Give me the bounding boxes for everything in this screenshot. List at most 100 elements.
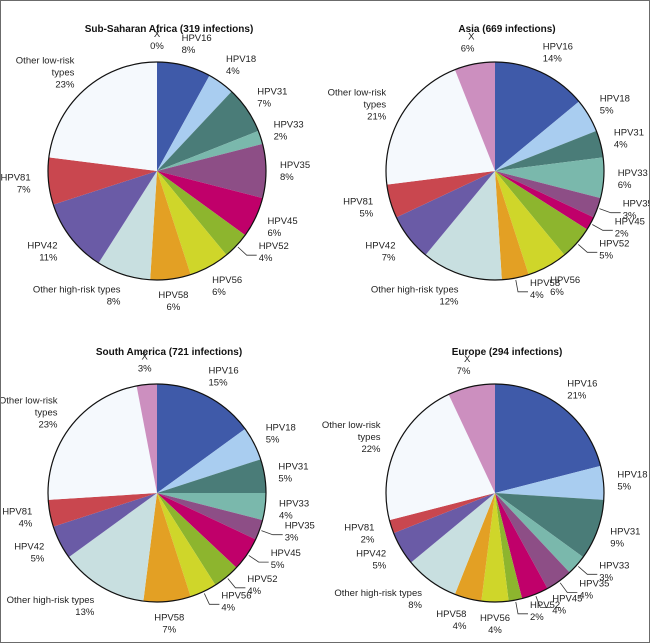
- label-hpv16: HPV16 14%: [543, 42, 573, 65]
- slice-hpv33[interactable]: [157, 493, 266, 521]
- label-name: types: [363, 99, 386, 110]
- slice-hpv81[interactable]: [47, 157, 157, 205]
- slice-hpv52[interactable]: [157, 493, 237, 586]
- slice-hpv58[interactable]: [454, 493, 495, 602]
- label-percent: 8%: [280, 172, 294, 183]
- slice-hpv18[interactable]: [495, 465, 604, 500]
- label-name: HPV31: [278, 462, 308, 473]
- slice-hpv52[interactable]: [157, 171, 246, 255]
- slice-hpv16[interactable]: [495, 62, 579, 171]
- label-hpv18: HPV18 4%: [226, 54, 256, 77]
- label-name: HPV45: [615, 216, 645, 227]
- slice-hpv52[interactable]: [495, 493, 523, 602]
- slice-hpv35[interactable]: [157, 493, 263, 540]
- label-hpv52: HPV52 4%: [259, 241, 289, 264]
- label-percent: 5%: [600, 105, 614, 116]
- slice-hpv18[interactable]: [157, 75, 232, 171]
- slice-hpv33[interactable]: [495, 493, 584, 573]
- slice-other-low-risk-types[interactable]: [48, 385, 157, 500]
- slice-hpv18[interactable]: [157, 428, 261, 493]
- slice-hpv56[interactable]: [495, 171, 565, 275]
- label-hpv16: HPV16 8%: [182, 33, 212, 56]
- label-hpv16: HPV16 15%: [209, 365, 239, 388]
- leader-line: [203, 593, 220, 605]
- label-name: HPV52: [530, 600, 560, 611]
- label-name: Other high-risk types: [7, 595, 95, 606]
- slice-hpv58[interactable]: [495, 171, 529, 280]
- slice-x[interactable]: [136, 384, 157, 493]
- label-percent: 7%: [457, 366, 471, 377]
- label-name: X: [464, 354, 471, 365]
- label-hpv42: HPV42 5%: [14, 542, 45, 565]
- slice-hpv16[interactable]: [157, 384, 246, 493]
- label-hpv56: HPV56 6%: [212, 275, 242, 298]
- slice-hpv16[interactable]: [157, 62, 210, 171]
- label-name: HPV18: [600, 93, 630, 104]
- slice-hpv45[interactable]: [157, 493, 256, 568]
- pie-chart-asia-669-infections: Asia (669 infections)HPV16 14%HPV18 5%HPV3…: [328, 24, 649, 308]
- slice-hpv81[interactable]: [48, 493, 157, 527]
- label-name: HPV33: [599, 560, 629, 571]
- slice-hpv58[interactable]: [150, 171, 191, 280]
- slice-hpv45[interactable]: [495, 493, 548, 599]
- slice-hpv33[interactable]: [157, 130, 263, 171]
- slice-hpv81[interactable]: [389, 493, 495, 534]
- slice-hpv33[interactable]: [495, 157, 605, 199]
- label-hpv81: HPV81 7%: [1, 172, 31, 195]
- label-percent: 4%: [614, 139, 628, 150]
- label-percent: 2%: [615, 228, 629, 239]
- label-name: HPV52: [259, 241, 289, 252]
- slice-hpv56[interactable]: [481, 493, 509, 602]
- label-name: HPV31: [614, 127, 644, 138]
- slice-other-high-risk-types[interactable]: [98, 171, 157, 280]
- label-percent: 5%: [266, 435, 280, 446]
- slice-hpv45[interactable]: [157, 171, 263, 236]
- slice-hpv42[interactable]: [396, 171, 495, 255]
- slice-hpv56[interactable]: [157, 171, 227, 275]
- slice-hpv31[interactable]: [495, 130, 604, 171]
- slice-other-high-risk-types[interactable]: [411, 493, 495, 595]
- slice-x[interactable]: [448, 384, 495, 493]
- label-name: HPV42: [365, 240, 395, 251]
- slice-other-low-risk-types[interactable]: [385, 69, 495, 185]
- label-percent: 4%: [221, 602, 235, 613]
- slice-hpv42[interactable]: [393, 493, 495, 563]
- label-percent: 21%: [567, 391, 587, 402]
- slice-other-high-risk-types[interactable]: [68, 493, 157, 602]
- slice-other-low-risk-types[interactable]: [385, 394, 495, 521]
- slice-hpv58[interactable]: [143, 493, 191, 603]
- label-name: HPV45: [552, 593, 582, 604]
- label-other-high-risk-types: Other high-risk types 13%: [7, 595, 95, 618]
- slice-hpv35[interactable]: [495, 171, 601, 218]
- slice-hpv42[interactable]: [53, 493, 157, 558]
- slice-other-low-risk-types[interactable]: [48, 62, 157, 171]
- slice-hpv35[interactable]: [157, 143, 267, 199]
- label-hpv16: HPV16 21%: [567, 379, 597, 402]
- label-name: HPV81: [343, 197, 373, 208]
- label-name: HPV81: [1, 172, 31, 183]
- chart-title: Europe (294 infections): [452, 347, 563, 358]
- slice-hpv42[interactable]: [53, 171, 157, 264]
- slice-hpv16[interactable]: [495, 384, 601, 493]
- label-percent: 5%: [599, 250, 613, 261]
- slice-hpv35[interactable]: [495, 493, 570, 589]
- slice-hpv45[interactable]: [495, 171, 594, 230]
- slice-hpv52[interactable]: [495, 171, 588, 255]
- slice-hpv18[interactable]: [495, 101, 597, 171]
- label-percent: 6%: [212, 287, 226, 298]
- slice-hpv56[interactable]: [157, 493, 216, 597]
- slice-hpv31[interactable]: [495, 493, 604, 558]
- slice-hpv31[interactable]: [157, 459, 266, 493]
- slice-hpv81[interactable]: [386, 171, 495, 218]
- label-name: HPV35: [623, 199, 649, 210]
- label-percent: 4%: [279, 510, 293, 521]
- label-percent: 2%: [274, 132, 288, 143]
- label-name: types: [358, 432, 381, 443]
- leader-line: [535, 596, 551, 608]
- slice-x[interactable]: [454, 62, 495, 171]
- label-hpv58: HPV58 6%: [158, 290, 188, 313]
- slice-other-high-risk-types[interactable]: [425, 171, 502, 280]
- label-hpv42: HPV42 5%: [356, 549, 387, 572]
- slice-hpv31[interactable]: [157, 91, 259, 171]
- label-hpv31: HPV31 7%: [257, 86, 287, 109]
